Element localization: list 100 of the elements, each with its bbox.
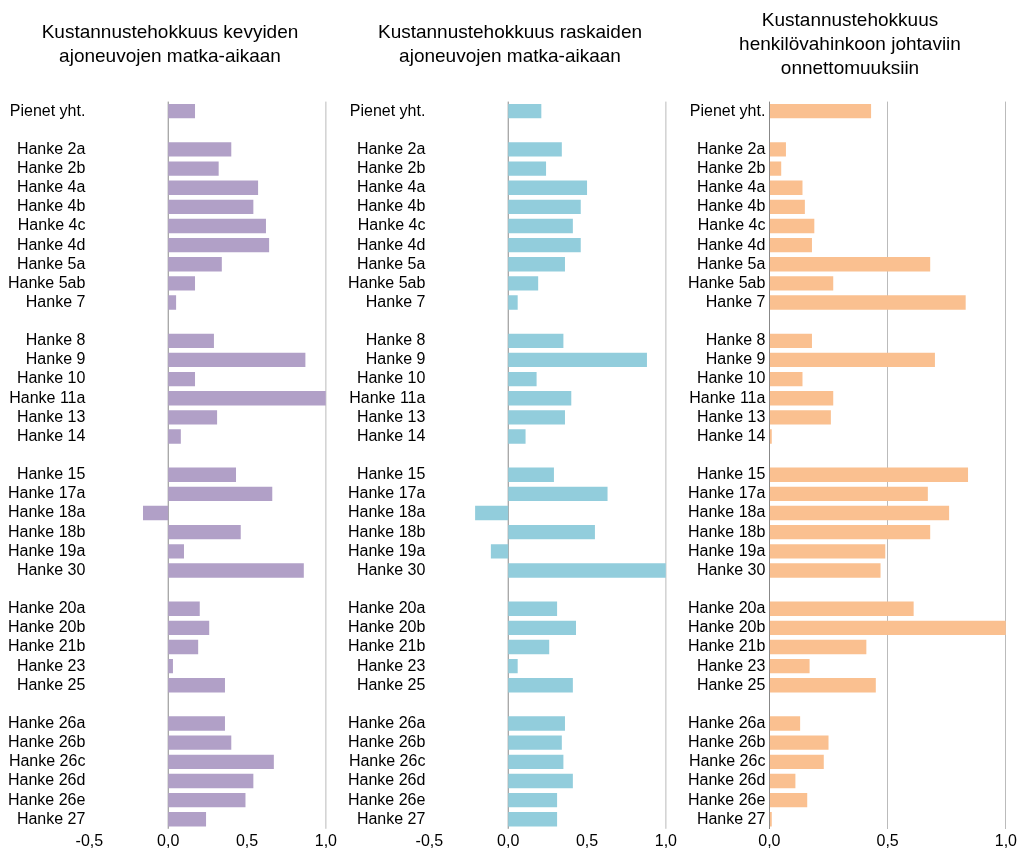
- bar: [769, 103, 872, 119]
- x-tick-label: 0,5: [575, 831, 599, 849]
- y-tick-label: Hanke 26e: [8, 790, 86, 808]
- y-tick-label: Hanke 4b: [356, 197, 426, 215]
- y-tick-label: Hanke 17a: [688, 484, 766, 502]
- bar: [508, 180, 588, 195]
- bar: [168, 716, 225, 731]
- x-tick-label: 1,0: [654, 831, 678, 849]
- y-tick-label: Hanke 17a: [8, 484, 86, 502]
- bar: [168, 620, 210, 636]
- bar: [168, 773, 254, 789]
- y-tick-label: Hanke 11a: [9, 388, 86, 406]
- bar: [168, 639, 199, 655]
- bar: [508, 563, 666, 578]
- y-tick-label: Hanke 20b: [688, 618, 766, 636]
- y-tick-label: Hanke 15: [356, 465, 426, 483]
- y-tick-label: Hanke 5ab: [348, 273, 426, 291]
- bar: [508, 142, 562, 157]
- bar: [769, 199, 805, 215]
- chart-title: Kustannustehokkuus henkilövahinkoon johtaviin onnettomuuksiin: [738, 8, 962, 80]
- bar: [769, 525, 931, 540]
- bar: [168, 467, 237, 482]
- y-tick-label: Hanke 26b: [8, 733, 86, 751]
- y-tick-label: Hanke 4d: [696, 235, 766, 253]
- y-tick-label: Hanke 26b: [688, 733, 766, 751]
- bar: [168, 237, 270, 253]
- x-tick-label: 1,0: [994, 831, 1018, 849]
- y-tick-label: Pienet yht.: [349, 101, 426, 119]
- bar: [769, 467, 969, 482]
- bar: [508, 333, 564, 348]
- y-tick-label: Hanke 18b: [8, 522, 86, 540]
- y-tick-label: Hanke 5a: [356, 254, 426, 272]
- bar: [508, 218, 573, 234]
- y-tick-label: Hanke 26b: [348, 733, 426, 751]
- bar: [769, 735, 829, 750]
- y-tick-label: Hanke 30: [696, 560, 766, 578]
- y-tick-label: Hanke 2b: [16, 158, 86, 176]
- y-tick-label: Hanke 8: [705, 331, 766, 349]
- y-tick-label: Hanke 4c: [697, 216, 766, 234]
- y-tick-label: Hanke 30: [356, 560, 426, 578]
- y-tick-label: Hanke 14: [356, 426, 426, 444]
- y-tick-label: Hanke 4d: [16, 235, 86, 253]
- x-tick-label: -0,5: [415, 831, 444, 849]
- y-tick-label: Hanke 20a: [688, 599, 766, 617]
- bar: [508, 735, 562, 750]
- y-tick-label: Hanke 19a: [688, 541, 766, 559]
- y-tick-label: Hanke 18a: [688, 503, 766, 521]
- y-tick-label: Hanke 7: [25, 292, 86, 310]
- y-tick-label: Hanke 17a: [348, 484, 426, 502]
- bar: [168, 257, 222, 272]
- y-tick-label: Hanke 7: [365, 292, 426, 310]
- bar: [508, 716, 565, 731]
- bar: [143, 505, 169, 521]
- bar: [769, 505, 950, 521]
- bar: [769, 276, 834, 291]
- bar: [769, 658, 810, 674]
- y-tick-label: Hanke 2b: [356, 158, 426, 176]
- y-tick-label: Hanke 2b: [696, 158, 766, 176]
- y-tick-label: Hanke 21b: [348, 637, 426, 655]
- bar: [769, 544, 886, 559]
- bar: [508, 371, 537, 387]
- bar: [508, 467, 554, 482]
- y-tick-label: Hanke 21b: [688, 637, 766, 655]
- y-tick-label: Hanke 26a: [348, 713, 426, 731]
- bar: [769, 333, 812, 348]
- bar: [508, 639, 550, 655]
- bar: [769, 180, 803, 195]
- bar: [508, 792, 558, 808]
- y-tick-label: Hanke 26a: [688, 713, 766, 731]
- bar: [508, 486, 608, 502]
- y-tick-label: Hanke 9: [25, 350, 86, 368]
- bar: [168, 371, 196, 387]
- y-tick-label: Hanke 23: [356, 656, 426, 674]
- y-tick-label: Hanke 8: [365, 331, 426, 349]
- y-tick-label: Hanke 13: [696, 407, 766, 425]
- bar: [168, 544, 184, 559]
- bar: [508, 410, 565, 425]
- bar: [168, 352, 306, 368]
- y-tick-label: Hanke 27: [356, 809, 426, 827]
- y-tick-label: Hanke 18b: [348, 522, 426, 540]
- bar: [769, 237, 812, 253]
- bar: [769, 391, 834, 406]
- y-tick-label: Hanke 19a: [8, 541, 86, 559]
- y-tick-label: Hanke 18b: [688, 522, 766, 540]
- bar: [168, 735, 232, 750]
- y-tick-label: Hanke 10: [696, 369, 766, 387]
- chart-title: Kustannustehokkuus raskaiden ajoneuvojen matka-aikaan: [376, 20, 644, 68]
- y-tick-label: Hanke 23: [696, 656, 766, 674]
- bar: [168, 563, 304, 578]
- y-tick-label: Hanke 11a: [689, 388, 766, 406]
- bar: [769, 792, 808, 808]
- bar: [168, 391, 326, 406]
- bar: [508, 754, 564, 769]
- y-tick-label: Hanke 2a: [356, 139, 426, 157]
- bar: [508, 620, 577, 636]
- y-tick-label: Hanke 14: [696, 426, 766, 444]
- y-tick-label: Hanke 4b: [696, 197, 766, 215]
- y-tick-label: Hanke 5a: [16, 254, 86, 272]
- y-tick-label: Hanke 25: [696, 675, 766, 693]
- bar: [168, 812, 207, 827]
